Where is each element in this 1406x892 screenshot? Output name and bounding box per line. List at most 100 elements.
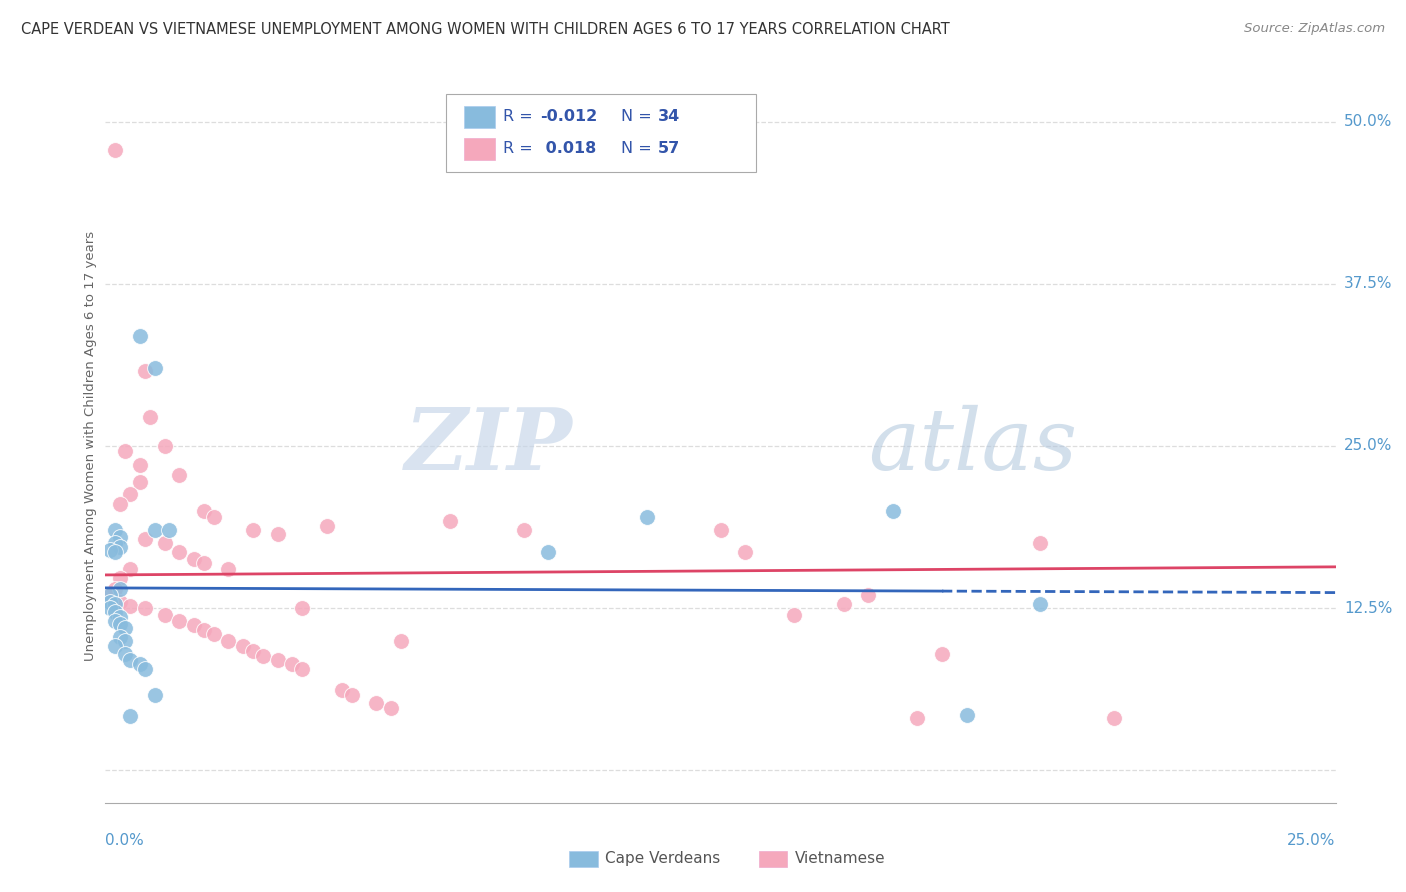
Point bbox=[202, 510, 225, 524]
Point bbox=[153, 607, 176, 622]
Point bbox=[380, 701, 402, 715]
Point bbox=[134, 533, 156, 547]
Point bbox=[110, 571, 132, 585]
Point bbox=[104, 582, 127, 596]
Point bbox=[537, 545, 560, 559]
Text: 37.5%: 37.5% bbox=[1344, 277, 1392, 292]
Text: CAPE VERDEAN VS VIETNAMESE UNEMPLOYMENT AMONG WOMEN WITH CHILDREN AGES 6 TO 17 Y: CAPE VERDEAN VS VIETNAMESE UNEMPLOYMENT … bbox=[21, 22, 950, 37]
Text: N =: N = bbox=[621, 110, 658, 124]
Point bbox=[202, 627, 225, 641]
Point bbox=[193, 556, 215, 570]
Point bbox=[104, 545, 127, 559]
Point bbox=[242, 644, 264, 658]
Point bbox=[114, 621, 136, 635]
Point bbox=[232, 639, 254, 653]
Text: Source: ZipAtlas.com: Source: ZipAtlas.com bbox=[1244, 22, 1385, 36]
Point bbox=[193, 624, 215, 638]
Point bbox=[114, 633, 136, 648]
Text: -0.012: -0.012 bbox=[540, 110, 598, 124]
Point bbox=[104, 639, 127, 653]
Point bbox=[832, 597, 855, 611]
Point bbox=[242, 524, 264, 538]
Point bbox=[110, 630, 132, 644]
Point bbox=[143, 524, 166, 538]
Point bbox=[193, 504, 215, 518]
Point bbox=[110, 530, 132, 544]
Point bbox=[98, 595, 122, 609]
Point bbox=[183, 618, 205, 632]
Point bbox=[110, 616, 132, 631]
Point bbox=[389, 633, 412, 648]
Text: 34: 34 bbox=[658, 110, 681, 124]
Point bbox=[330, 682, 353, 697]
Point bbox=[907, 711, 929, 725]
Point bbox=[267, 653, 290, 667]
Point bbox=[159, 524, 180, 538]
Text: R =: R = bbox=[503, 110, 538, 124]
Point bbox=[104, 143, 127, 157]
Point bbox=[120, 653, 141, 667]
Text: Vietnamese: Vietnamese bbox=[794, 852, 884, 866]
Point bbox=[882, 504, 904, 518]
Point bbox=[110, 497, 132, 511]
Point bbox=[340, 688, 363, 702]
Text: 25.0%: 25.0% bbox=[1288, 833, 1336, 848]
Point bbox=[98, 542, 122, 557]
Point bbox=[291, 662, 314, 676]
Point bbox=[110, 610, 132, 624]
Point bbox=[114, 444, 136, 458]
Text: 0.018: 0.018 bbox=[540, 142, 596, 156]
Point bbox=[114, 647, 136, 661]
Point bbox=[120, 487, 141, 501]
Text: 0.0%: 0.0% bbox=[105, 833, 145, 848]
Point bbox=[291, 601, 314, 615]
Text: R =: R = bbox=[503, 142, 538, 156]
Point bbox=[1029, 536, 1052, 550]
Point bbox=[218, 562, 240, 576]
Text: atlas: atlas bbox=[869, 405, 1077, 487]
Point bbox=[218, 633, 240, 648]
Y-axis label: Unemployment Among Women with Children Ages 6 to 17 years: Unemployment Among Women with Children A… bbox=[84, 231, 97, 661]
Point bbox=[183, 552, 205, 566]
Point bbox=[110, 540, 132, 554]
Point bbox=[734, 545, 756, 559]
Point bbox=[169, 545, 191, 559]
Text: 50.0%: 50.0% bbox=[1344, 114, 1392, 129]
Point bbox=[129, 657, 152, 671]
Point bbox=[710, 524, 733, 538]
Point bbox=[153, 536, 176, 550]
Point bbox=[931, 647, 953, 661]
Point bbox=[315, 519, 337, 533]
Point bbox=[98, 588, 122, 602]
Point bbox=[134, 601, 156, 615]
Text: ZIP: ZIP bbox=[405, 404, 574, 488]
Text: 25.0%: 25.0% bbox=[1344, 439, 1392, 453]
Text: 12.5%: 12.5% bbox=[1344, 600, 1392, 615]
Point bbox=[104, 536, 127, 550]
Point bbox=[252, 649, 274, 664]
Point bbox=[169, 614, 191, 628]
Point bbox=[110, 595, 132, 609]
Point bbox=[104, 524, 127, 538]
Text: 57: 57 bbox=[658, 142, 681, 156]
Point bbox=[104, 605, 127, 619]
Point bbox=[129, 475, 152, 490]
Point bbox=[267, 527, 290, 541]
Point bbox=[169, 467, 191, 482]
Point bbox=[104, 614, 127, 628]
Point bbox=[281, 657, 304, 671]
Point bbox=[98, 588, 122, 602]
Point bbox=[636, 510, 658, 524]
Text: N =: N = bbox=[621, 142, 658, 156]
Point bbox=[513, 524, 536, 538]
Point bbox=[104, 597, 127, 611]
Point bbox=[858, 588, 880, 602]
Point bbox=[98, 601, 122, 615]
Point bbox=[956, 707, 979, 722]
Point bbox=[143, 361, 166, 376]
Text: Cape Verdeans: Cape Verdeans bbox=[605, 852, 720, 866]
Point bbox=[366, 696, 388, 710]
Point bbox=[129, 328, 152, 343]
Point bbox=[120, 709, 141, 723]
Point bbox=[783, 607, 806, 622]
